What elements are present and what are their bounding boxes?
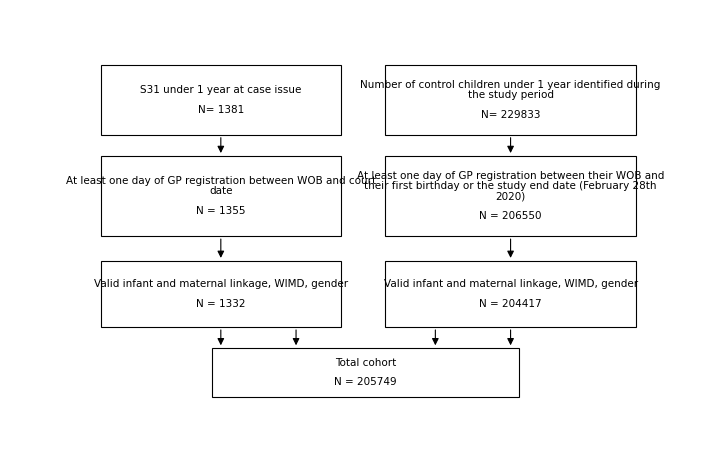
- Text: Valid infant and maternal linkage, WIMD, gender: Valid infant and maternal linkage, WIMD,…: [93, 279, 348, 289]
- Text: S31 under 1 year at case issue: S31 under 1 year at case issue: [140, 85, 301, 95]
- Text: At least one day of GP registration between WOB and court: At least one day of GP registration betw…: [65, 176, 376, 187]
- Text: 2020): 2020): [495, 191, 526, 201]
- Bar: [101, 261, 341, 327]
- Bar: [385, 156, 636, 236]
- Bar: [385, 65, 636, 135]
- Bar: [213, 348, 519, 397]
- Text: N = 1332: N = 1332: [196, 299, 246, 309]
- Text: Total cohort: Total cohort: [335, 358, 396, 368]
- Text: Valid infant and maternal linkage, WIMD, gender: Valid infant and maternal linkage, WIMD,…: [383, 279, 638, 289]
- Text: N= 1381: N= 1381: [198, 105, 244, 115]
- Text: N = 205749: N = 205749: [334, 377, 397, 387]
- Text: their first birthday or the study end date (February 28th: their first birthday or the study end da…: [365, 181, 657, 191]
- Bar: [385, 261, 636, 327]
- Bar: [101, 156, 341, 236]
- Text: N = 1355: N = 1355: [196, 206, 246, 216]
- Text: N = 204417: N = 204417: [480, 299, 542, 309]
- Text: N = 206550: N = 206550: [480, 211, 542, 221]
- Text: Number of control children under 1 year identified during: Number of control children under 1 year …: [360, 80, 661, 90]
- Text: date: date: [209, 186, 232, 196]
- Text: At least one day of GP registration between their WOB and: At least one day of GP registration betw…: [357, 172, 664, 182]
- Text: N= 229833: N= 229833: [481, 109, 541, 119]
- Bar: [101, 65, 341, 135]
- Text: the study period: the study period: [467, 90, 554, 100]
